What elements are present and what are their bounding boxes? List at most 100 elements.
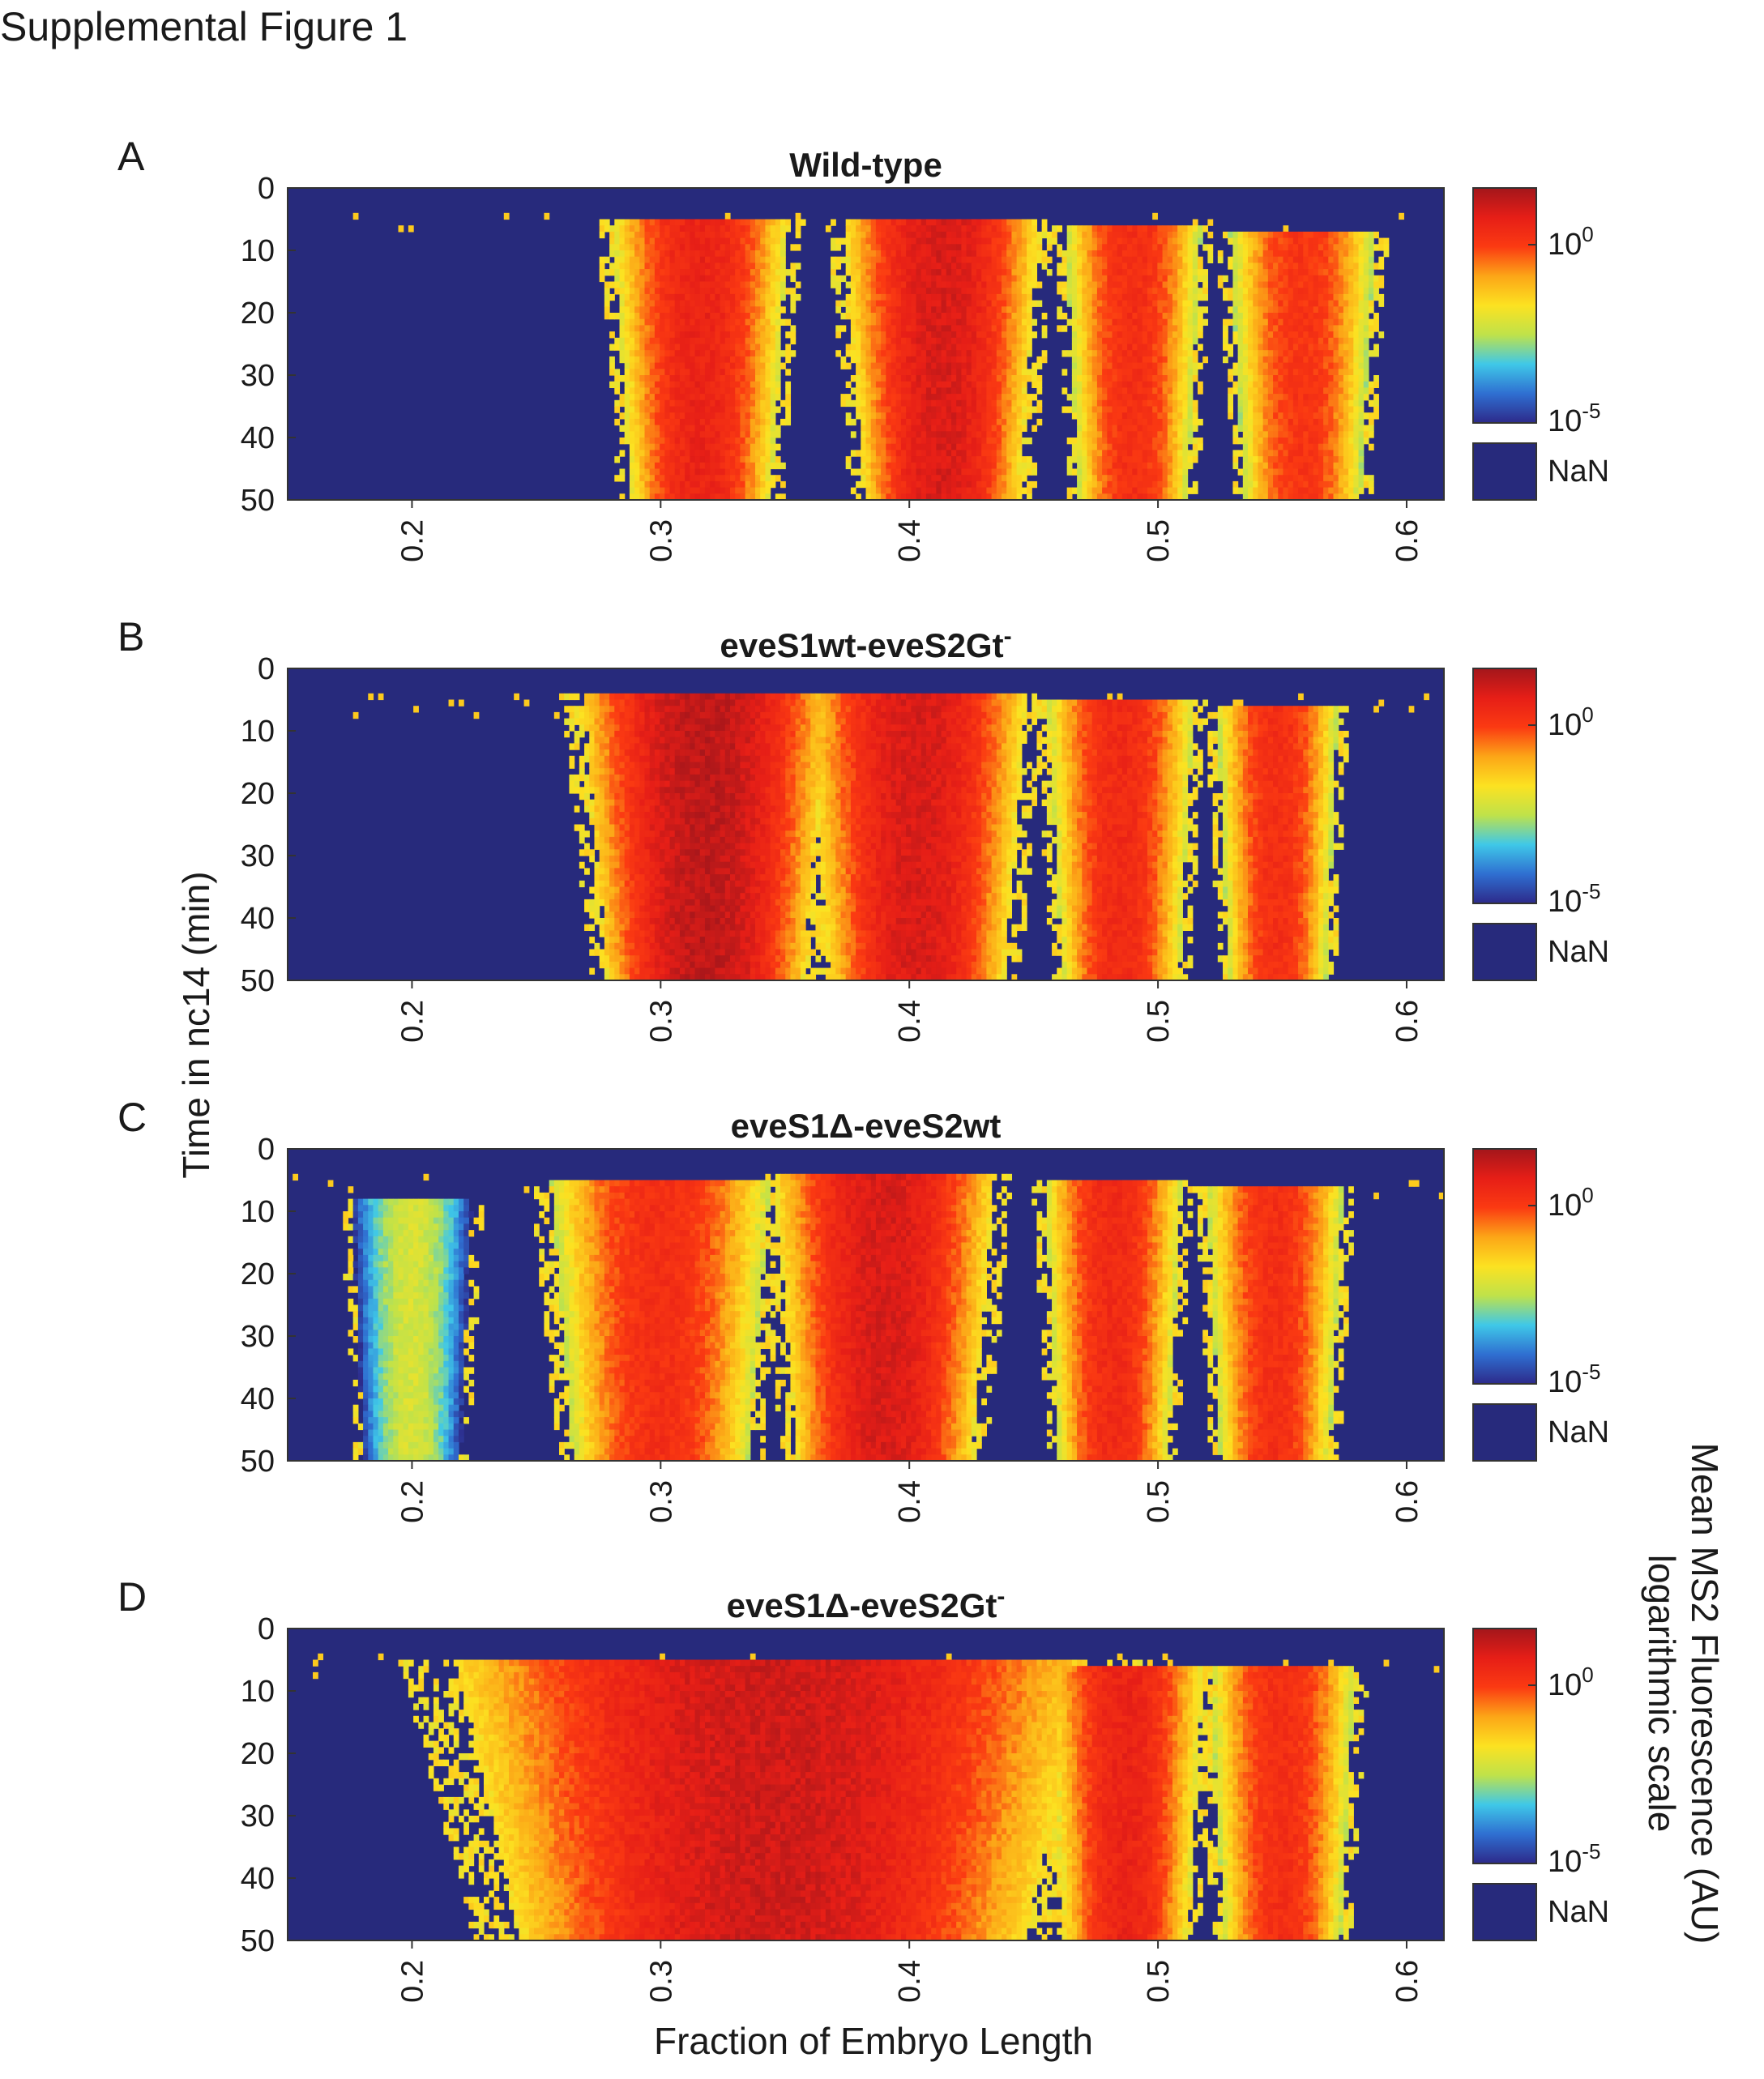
heatmap-cell xyxy=(675,350,681,356)
heatmap-cell xyxy=(906,456,912,463)
heatmap-cell xyxy=(664,431,670,438)
heatmap-cell xyxy=(710,331,715,338)
heatmap-cell xyxy=(835,257,841,263)
heatmap-cell xyxy=(1077,382,1083,388)
heatmap-cell xyxy=(760,407,766,413)
heatmap-cell xyxy=(1087,331,1092,338)
heatmap-cell xyxy=(1268,438,1274,444)
heatmap-cell xyxy=(1042,220,1048,226)
heatmap-cell xyxy=(1238,244,1244,250)
heatmap-cell xyxy=(936,375,942,382)
heatmap-cell xyxy=(851,313,856,319)
heatmap-cell xyxy=(1198,331,1203,338)
heatmap-cell xyxy=(1113,282,1118,288)
heatmap-cell xyxy=(871,257,877,263)
heatmap-cell xyxy=(1027,375,1032,382)
heatmap-cell xyxy=(680,431,686,438)
heatmap-cell xyxy=(1258,425,1263,432)
heatmap-cell xyxy=(851,350,856,356)
heatmap-cell xyxy=(710,257,715,263)
heatmap-cell xyxy=(926,356,932,363)
heatmap-cell xyxy=(976,338,982,344)
heatmap-cell xyxy=(1283,412,1288,419)
heatmap-cell xyxy=(1117,263,1123,269)
heatmap-cell xyxy=(1127,425,1133,432)
heatmap-cell xyxy=(735,407,741,413)
heatmap-cell xyxy=(1143,250,1148,257)
heatmap-cell xyxy=(986,220,992,226)
heatmap-cell xyxy=(926,331,932,338)
heatmap-cell xyxy=(1172,306,1178,313)
heatmap-cell xyxy=(961,369,967,375)
heatmap-cell xyxy=(997,275,1002,282)
heatmap-cell xyxy=(685,275,690,282)
heatmap-cell xyxy=(967,225,972,232)
heatmap-cell xyxy=(1293,456,1299,463)
heatmap-cell xyxy=(675,382,681,388)
heatmap-cell xyxy=(1218,282,1224,288)
heatmap-cell xyxy=(972,301,977,307)
heatmap-cell xyxy=(881,382,886,388)
heatmap-cell xyxy=(1334,294,1339,301)
heatmap-cell xyxy=(1334,387,1339,394)
heatmap-cell xyxy=(1067,282,1073,288)
heatmap-cell xyxy=(690,250,695,257)
heatmap-cell xyxy=(700,325,706,331)
heatmap-cell xyxy=(1308,350,1313,356)
heatmap-cell xyxy=(745,412,751,419)
heatmap-cell xyxy=(655,463,660,469)
heatmap-cell xyxy=(765,301,771,307)
heatmap-cell xyxy=(972,325,977,331)
heatmap-cell xyxy=(1263,301,1269,307)
heatmap-cell xyxy=(1011,412,1017,419)
heatmap-cell xyxy=(1067,350,1073,356)
heatmap-cell xyxy=(685,257,690,263)
heatmap-cell xyxy=(715,387,720,394)
heatmap-cell xyxy=(790,275,796,282)
heatmap-cell xyxy=(891,387,897,394)
heatmap-cell xyxy=(1348,363,1354,369)
heatmap-cell xyxy=(1107,450,1113,456)
heatmap-cell xyxy=(730,282,736,288)
heatmap-cell xyxy=(1268,338,1274,344)
heatmap-cell xyxy=(735,369,741,375)
heatmap-cell xyxy=(760,431,766,438)
heatmap-cell xyxy=(695,282,701,288)
heatmap-cell xyxy=(861,294,866,301)
heatmap-cell xyxy=(735,319,741,326)
heatmap-cell xyxy=(634,344,640,351)
heatmap-cell xyxy=(1313,313,1319,319)
heatmap-cell xyxy=(1318,375,1324,382)
heatmap-cell xyxy=(1077,325,1083,331)
heatmap-cell xyxy=(1268,425,1274,432)
heatmap-cell xyxy=(906,338,912,344)
heatmap-cell xyxy=(1278,387,1283,394)
heatmap-cell xyxy=(771,344,776,351)
heatmap-cell xyxy=(1077,257,1083,263)
heatmap-cell xyxy=(1163,400,1168,407)
heatmap-cell xyxy=(1163,331,1168,338)
heatmap-cell xyxy=(1399,213,1404,220)
heatmap-cell xyxy=(1273,331,1279,338)
heatmap-cell xyxy=(1163,407,1168,413)
heatmap-cell xyxy=(1067,407,1073,413)
heatmap-cell xyxy=(725,220,731,226)
heatmap-cell xyxy=(967,331,972,338)
heatmap-cell xyxy=(956,263,962,269)
heatmap-cell xyxy=(1172,450,1178,456)
heatmap-cell xyxy=(831,238,836,245)
heatmap-cell xyxy=(625,394,630,400)
heatmap-cell xyxy=(1359,419,1365,425)
heatmap-cell xyxy=(745,306,751,313)
heatmap-cell xyxy=(1373,375,1379,382)
heatmap-cell xyxy=(1193,269,1198,275)
heatmap-cell xyxy=(846,238,852,245)
heatmap-cell xyxy=(1182,450,1188,456)
heatmap-cell xyxy=(1132,275,1138,282)
heatmap-cell xyxy=(1378,263,1384,269)
heatmap-cell xyxy=(1113,407,1118,413)
heatmap-cell xyxy=(1328,356,1334,363)
heatmap-cell xyxy=(765,382,771,388)
heatmap-cell xyxy=(1288,438,1294,444)
heatmap-cell xyxy=(1022,375,1027,382)
